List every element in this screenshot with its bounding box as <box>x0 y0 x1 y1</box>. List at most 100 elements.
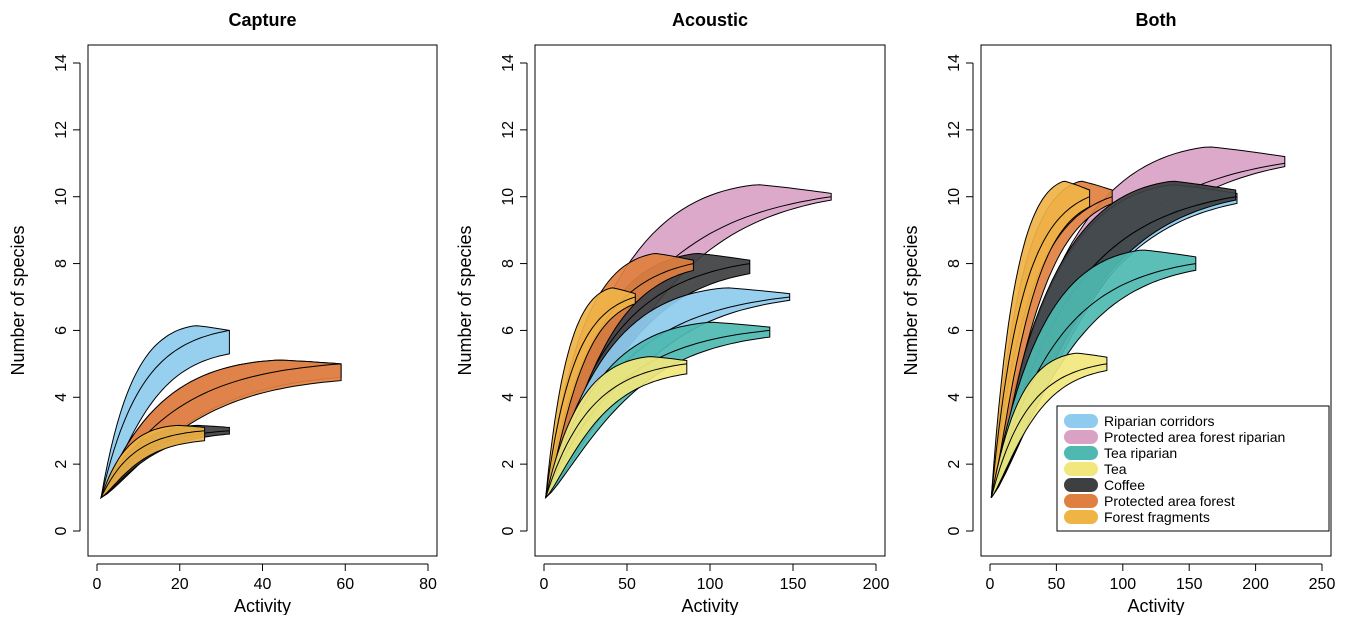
x-axis-label: Activity <box>681 596 738 615</box>
x-tick-label: 0 <box>986 576 995 593</box>
legend-label: Tea <box>1104 461 1127 477</box>
y-tick-label: 10 <box>500 188 517 206</box>
y-tick-label: 2 <box>53 460 70 469</box>
y-tick-label: 2 <box>500 460 517 469</box>
chart-title: Both <box>1136 10 1177 30</box>
curve-tea <box>545 363 687 498</box>
series-group <box>99 325 342 499</box>
x-tick-label: 250 <box>1309 576 1336 593</box>
x-tick-label: 20 <box>171 576 189 593</box>
y-tick-label: 6 <box>500 326 517 335</box>
y-tick-label: 4 <box>500 393 517 402</box>
x-axis: 0 50 100 150 200 Activity <box>540 563 890 616</box>
x-tick-label: 200 <box>1242 576 1269 593</box>
y-tick-label: 12 <box>946 121 963 139</box>
curve-tea <box>990 363 1107 498</box>
legend-item-riparian-corridors: Riparian corridors <box>1064 413 1214 429</box>
legend-item-protected-area-forest: Protected area forest <box>1064 493 1235 509</box>
y-tick-label: 0 <box>53 526 70 535</box>
series-group <box>990 146 1286 498</box>
chart-title: Acoustic <box>672 10 748 30</box>
x-tick-label: 150 <box>1176 576 1203 593</box>
y-tick-label: 8 <box>53 259 70 268</box>
y-tick-label: 12 <box>500 121 517 139</box>
y-tick-label: 14 <box>53 54 70 72</box>
legend-label: Protected area forest riparian <box>1104 429 1285 445</box>
plot-frame <box>534 44 886 557</box>
x-tick-label: 50 <box>1048 576 1066 593</box>
y-axis-label: Number of species <box>8 225 28 375</box>
curve-riparian-corridors <box>100 329 230 498</box>
y-tick-label: 8 <box>500 259 517 268</box>
chart-title: Capture <box>228 10 296 30</box>
x-axis: 0 50 100 150 200 250 Activity <box>986 563 1336 616</box>
y-axis: 0 2 4 6 8 10 12 14 Number of species <box>901 54 974 535</box>
y-tick-label: 14 <box>500 54 517 72</box>
ribbon-forest-fragments <box>990 180 1091 498</box>
ribbon-tea <box>545 356 688 498</box>
legend-swatch <box>1064 494 1098 508</box>
x-tick-label: 150 <box>780 576 807 593</box>
x-tick-label: 0 <box>540 576 549 593</box>
legend-swatch <box>1064 414 1098 428</box>
ribbon-tea <box>990 352 1108 498</box>
x-axis: 0 20 40 60 80 Activity <box>93 563 437 616</box>
x-tick-label: 200 <box>863 576 890 593</box>
y-tick-label: 2 <box>946 460 963 469</box>
panel-both: Both 0 50 100 150 200 250 Activity 0 2 4 6 8 10 12 14 Nu… <box>901 10 1336 616</box>
y-tick-label: 0 <box>500 526 517 535</box>
curve-forest-fragments <box>100 430 205 498</box>
x-tick-label: 80 <box>419 576 437 593</box>
legend-swatch <box>1064 446 1098 460</box>
legend-item-protected-area-forest-riparian: Protected area forest riparian <box>1064 429 1285 445</box>
legend-label: Riparian corridors <box>1104 413 1214 429</box>
x-tick-label: 60 <box>336 576 354 593</box>
x-axis-label: Activity <box>234 596 291 615</box>
legend-item-tea: Tea <box>1064 461 1127 477</box>
y-tick-label: 8 <box>946 259 963 268</box>
y-tick-label: 4 <box>946 393 963 402</box>
ribbon-forest-fragments <box>100 424 206 499</box>
legend-item-tea-riparian: Tea riparian <box>1064 445 1177 461</box>
x-tick-label: 50 <box>618 576 636 593</box>
y-tick-label: 6 <box>53 326 70 335</box>
y-axis: 0 2 4 6 8 10 12 14 Number of species <box>8 54 81 535</box>
x-tick-label: 100 <box>1109 576 1136 593</box>
x-tick-label: 100 <box>697 576 724 593</box>
x-tick-label: 40 <box>254 576 272 593</box>
y-tick-label: 6 <box>946 326 963 335</box>
y-tick-label: 10 <box>946 188 963 206</box>
y-axis: 0 2 4 6 8 10 12 14 Number of species <box>455 54 528 535</box>
y-tick-label: 14 <box>946 54 963 72</box>
x-tick-label: 0 <box>93 576 102 593</box>
y-axis-label: Number of species <box>901 225 921 375</box>
legend-item-forest-fragments: Forest fragments <box>1064 509 1210 525</box>
panel-acoustic: Acoustic 0 50 100 150 200 Activity 0 2 4 6 8 10 12 14 N… <box>455 10 890 616</box>
y-tick-label: 0 <box>946 526 963 535</box>
series-group <box>544 184 832 500</box>
legend-box <box>1056 405 1330 532</box>
legend-label: Coffee <box>1104 477 1145 493</box>
y-tick-label: 10 <box>53 188 70 206</box>
x-axis-label: Activity <box>1127 596 1184 615</box>
legend-label: Tea riparian <box>1104 445 1177 461</box>
legend-label: Forest fragments <box>1104 509 1210 525</box>
legend-swatch <box>1064 478 1098 492</box>
y-tick-label: 12 <box>53 121 70 139</box>
legend-swatch <box>1064 430 1098 444</box>
legend-item-coffee: Coffee <box>1064 477 1145 493</box>
curve-forest-fragments <box>545 296 636 498</box>
legend-swatch <box>1064 510 1098 524</box>
ribbon-riparian-corridors <box>100 325 230 498</box>
y-tick-label: 4 <box>53 393 70 402</box>
plot-frame <box>87 44 438 557</box>
plot-frame <box>980 44 1332 557</box>
legend-label: Protected area forest <box>1104 493 1235 509</box>
panel-capture: Capture 0 20 40 60 80 Activity 0 2 4 6 8 10 12 14 Numbe… <box>8 10 438 616</box>
curve-forest-fragments <box>990 196 1090 498</box>
y-axis-label: Number of species <box>455 225 475 375</box>
legend-swatch <box>1064 462 1098 476</box>
